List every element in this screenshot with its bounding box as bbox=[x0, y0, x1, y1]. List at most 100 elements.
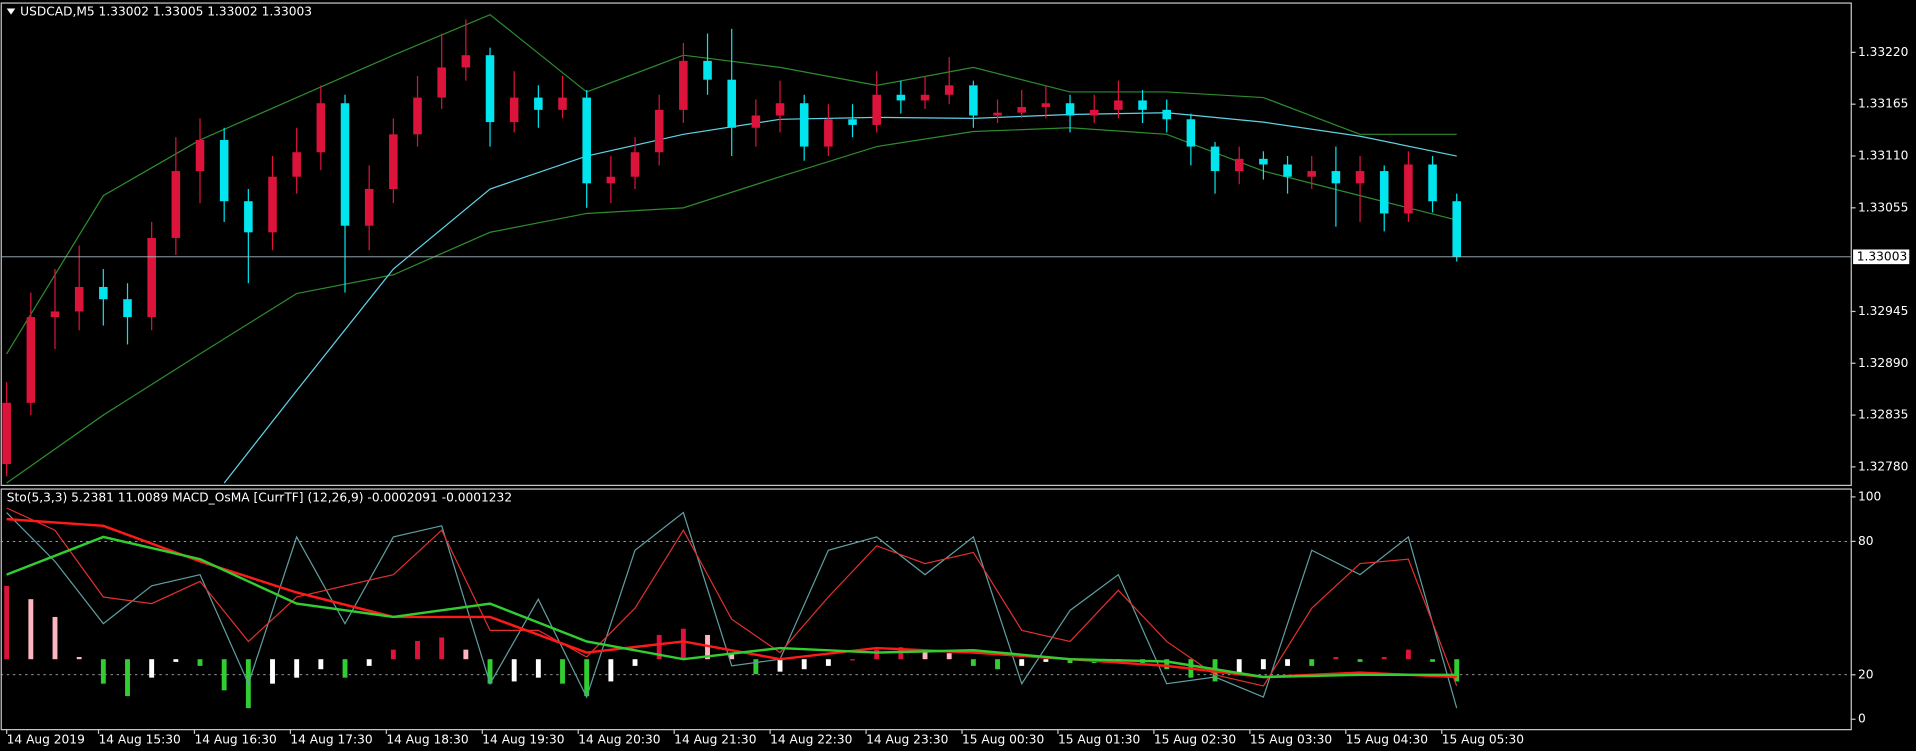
candle-body bbox=[26, 317, 36, 403]
candle-body bbox=[219, 139, 229, 202]
histogram-bar bbox=[125, 659, 130, 697]
x-tick-label: 14 Aug 17:30 bbox=[290, 733, 372, 747]
y-tick-label: 0 bbox=[1858, 712, 1866, 726]
x-tick-label: 15 Aug 04:30 bbox=[1346, 733, 1428, 747]
candle-body bbox=[703, 60, 712, 80]
candle-body bbox=[679, 60, 688, 110]
y-tick-label: 1.32890 bbox=[1858, 356, 1908, 370]
histogram-bar bbox=[946, 653, 952, 660]
histogram-bar bbox=[4, 585, 10, 660]
candle-body bbox=[1017, 107, 1026, 113]
candle-body bbox=[848, 119, 857, 125]
histogram-bar bbox=[535, 659, 541, 678]
candle-body bbox=[2, 402, 11, 465]
histogram-bar bbox=[1309, 659, 1315, 666]
candle-body bbox=[195, 139, 205, 172]
histogram-bar bbox=[656, 634, 662, 660]
candle-body bbox=[775, 103, 785, 116]
histogram-bar bbox=[173, 659, 179, 662]
histogram-bar bbox=[318, 659, 324, 670]
candle-body bbox=[1355, 171, 1365, 184]
x-tick-label: 15 Aug 00:30 bbox=[962, 733, 1044, 747]
histogram-bar bbox=[874, 649, 880, 660]
histogram-bar bbox=[415, 640, 420, 660]
menu-triangle[interactable] bbox=[6, 8, 16, 15]
candle-body bbox=[1041, 103, 1051, 108]
histogram-bar bbox=[1043, 659, 1049, 662]
candle-body bbox=[1065, 103, 1075, 116]
histogram-bar bbox=[1405, 649, 1411, 660]
candle-body bbox=[654, 109, 664, 153]
candle-body bbox=[799, 103, 809, 147]
x-tick-label: 14 Aug 16:30 bbox=[194, 733, 276, 747]
candle-body bbox=[1114, 100, 1123, 110]
candle-body bbox=[485, 55, 495, 123]
histogram-bar bbox=[608, 659, 614, 682]
histogram-bar bbox=[294, 659, 300, 678]
candle-body bbox=[1259, 158, 1268, 165]
candle-body bbox=[969, 85, 978, 116]
candle-body bbox=[630, 152, 640, 177]
x-tick-label: 14 Aug 2019 bbox=[7, 733, 85, 747]
histogram-bar bbox=[970, 659, 976, 666]
histogram-bar bbox=[680, 628, 686, 660]
histogram-bar bbox=[100, 659, 106, 684]
x-tick-label: 14 Aug 18:30 bbox=[386, 733, 468, 747]
x-tick-label: 15 Aug 03:30 bbox=[1250, 733, 1332, 747]
panel-title: USDCAD,M5 1.33002 1.33005 1.33002 1.3300… bbox=[20, 5, 312, 19]
candle-body bbox=[1379, 171, 1389, 214]
x-tick-label: 14 Aug 19:30 bbox=[482, 733, 564, 747]
histogram-bar bbox=[995, 659, 1000, 670]
histogram-bar bbox=[1454, 659, 1460, 682]
candle-body bbox=[437, 67, 446, 98]
candle-body bbox=[1186, 119, 1196, 147]
candle-body bbox=[1234, 158, 1244, 172]
x-tick-label: 15 Aug 02:30 bbox=[1154, 733, 1236, 747]
candle-body bbox=[316, 103, 326, 153]
y-tick-label: 1.32945 bbox=[1858, 304, 1908, 318]
candle-body bbox=[340, 103, 350, 226]
y-tick-label: 1.33110 bbox=[1858, 149, 1908, 163]
histogram-bar bbox=[801, 659, 807, 670]
histogram-bar bbox=[270, 659, 275, 684]
y-tick-label: 1.32780 bbox=[1858, 459, 1908, 473]
x-tick-label: 15 Aug 05:30 bbox=[1442, 733, 1524, 747]
histogram-bar bbox=[149, 659, 155, 678]
indicator-line bbox=[6, 511, 1458, 709]
candle-body bbox=[292, 152, 301, 177]
histogram-bar bbox=[76, 656, 82, 660]
histogram-bar bbox=[463, 649, 469, 660]
candle-body bbox=[1210, 146, 1220, 172]
histogram-bar bbox=[342, 659, 348, 678]
panel-title: Sto(5,3,3) 5.2381 11.0089 MACD_OsMA [Cur… bbox=[7, 491, 512, 505]
candle-body bbox=[1307, 171, 1316, 177]
histogram-bar bbox=[1285, 659, 1290, 666]
candle-body bbox=[50, 311, 60, 318]
histogram-bar bbox=[1019, 659, 1025, 666]
candle-body bbox=[920, 94, 930, 101]
price-label: 1.33003 bbox=[1857, 249, 1907, 263]
candle-body bbox=[1089, 109, 1099, 116]
candle-body bbox=[751, 115, 761, 128]
candle-body bbox=[582, 97, 591, 184]
price-label-box bbox=[1853, 249, 1910, 265]
candle-body bbox=[1404, 164, 1413, 214]
candle-body bbox=[461, 55, 471, 68]
candle-body bbox=[606, 176, 616, 184]
y-tick-label: 20 bbox=[1858, 667, 1874, 681]
histogram-bar bbox=[197, 659, 203, 666]
candle-body bbox=[99, 286, 108, 300]
x-tick-label: 14 Aug 23:30 bbox=[866, 733, 948, 747]
candle-body bbox=[268, 176, 277, 233]
histogram-bar bbox=[825, 659, 831, 666]
candle-body bbox=[558, 97, 567, 110]
y-tick-label: 1.32835 bbox=[1858, 408, 1908, 422]
candle-body bbox=[413, 97, 422, 135]
candle-body bbox=[944, 85, 954, 95]
histogram-bar bbox=[366, 659, 372, 666]
candle-body bbox=[171, 171, 181, 238]
histogram-bar bbox=[729, 653, 735, 660]
histogram-bar bbox=[560, 659, 565, 684]
